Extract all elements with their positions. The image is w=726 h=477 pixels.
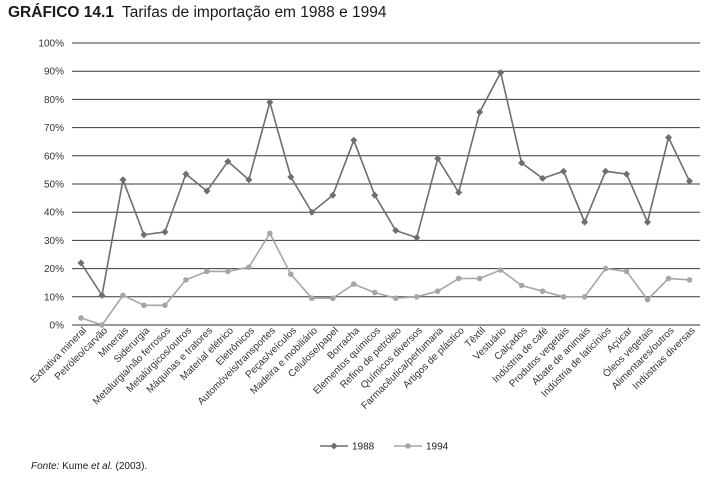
series-line-1988 (80, 70, 691, 298)
data-point-1994 (246, 264, 252, 270)
y-tick-label: 30% (44, 236, 64, 247)
series-group (77, 69, 693, 328)
data-point-1988 (581, 218, 589, 226)
data-point-1988 (287, 173, 295, 181)
y-tick-label: 40% (44, 208, 64, 219)
data-point-1988 (623, 170, 631, 178)
data-point-1988 (140, 231, 148, 239)
data-point-1994 (225, 268, 231, 275)
data-point-1988 (392, 227, 400, 235)
figure-number: GRÁFICO 14.1 (8, 4, 114, 21)
data-point-1988 (686, 177, 693, 185)
data-point-1994 (665, 275, 672, 282)
source-note: Fonte: Kume et al. (2003). (31, 461, 147, 472)
y-axis-ticks: 0% 10% 20% 30% 40% 50% 60% 70% 80% 90% 100% (38, 39, 64, 332)
data-point-1988 (245, 176, 253, 184)
x-axis: Extrativa mineralPetróleo/carvãoMinerais… (29, 324, 698, 412)
data-point-1994 (162, 302, 168, 309)
data-point-1994 (141, 302, 147, 309)
y-tick-label: 80% (44, 95, 64, 106)
data-point-1994 (350, 281, 357, 287)
data-point-1994 (267, 230, 273, 237)
data-point-1988 (518, 159, 526, 167)
legend: 1988 1994 (320, 442, 449, 453)
y-tick-label: 20% (44, 264, 64, 275)
data-point-1994 (686, 277, 693, 283)
data-point-1994 (371, 289, 378, 296)
data-point-1988 (455, 188, 463, 196)
data-point-1988 (224, 157, 232, 165)
data-point-1988 (350, 136, 358, 144)
data-point-1988 (308, 208, 316, 216)
data-point-1994 (602, 265, 609, 272)
data-point-1994 (644, 296, 651, 303)
data-point-1994 (183, 277, 189, 283)
y-tick-label: 10% (44, 292, 64, 303)
data-point-1994 (518, 282, 525, 289)
data-point-1988 (371, 191, 379, 199)
source-year: (2003). (115, 461, 148, 472)
data-point-1994 (497, 267, 504, 273)
line-chart: 0% 10% 20% 30% 40% 50% 60% 70% 80% 90% 100% Extrat… (29, 39, 700, 453)
data-point-1988 (560, 167, 568, 175)
legend-marker-1994 (405, 443, 411, 449)
source-author: Kume (62, 461, 89, 472)
data-point-1988 (119, 176, 127, 184)
data-point-1994 (581, 294, 588, 300)
data-point-1988 (497, 69, 505, 77)
data-point-1988 (182, 170, 190, 178)
y-tick-label: 0% (50, 321, 65, 332)
source-prefix: Fonte: (31, 461, 60, 472)
data-point-1994 (434, 288, 441, 294)
data-point-1988 (98, 291, 106, 299)
gridlines (72, 42, 700, 326)
y-tick-label: 60% (44, 151, 64, 162)
data-point-1988 (644, 218, 652, 226)
chart-title: GRÁFICO 14.1 Tarifas de importação em 198… (8, 4, 386, 22)
data-point-1994 (539, 288, 546, 294)
data-point-1994 (476, 275, 483, 282)
data-point-1994 (413, 294, 420, 300)
data-point-1988 (266, 98, 274, 106)
data-point-1994 (329, 295, 336, 302)
data-point-1988 (434, 155, 442, 163)
data-point-1994 (78, 315, 84, 321)
legend-marker-1988 (330, 442, 338, 450)
legend-label-1988: 1988 (352, 442, 375, 453)
data-point-1988 (665, 133, 673, 141)
data-point-1994 (623, 268, 630, 275)
data-point-1994 (309, 295, 315, 302)
data-point-1988 (602, 167, 610, 175)
source-et-al: et al. (91, 461, 113, 472)
legend-label-1994: 1994 (426, 442, 449, 453)
data-point-1994 (99, 322, 105, 328)
data-point-1994 (560, 294, 567, 300)
data-point-1988 (161, 228, 169, 236)
data-point-1994 (288, 271, 294, 278)
data-point-1988 (77, 259, 85, 267)
data-point-1988 (413, 234, 421, 242)
data-point-1994 (120, 292, 126, 299)
series-line-1994 (80, 231, 690, 326)
data-point-1994 (455, 275, 462, 282)
data-point-1994 (392, 295, 399, 302)
data-point-1988 (203, 187, 211, 195)
y-tick-label: 50% (44, 180, 64, 191)
data-point-1988 (539, 174, 547, 182)
data-point-1988 (329, 191, 337, 199)
data-point-1988 (476, 108, 484, 116)
y-tick-label: 70% (44, 123, 64, 134)
data-point-1994 (204, 268, 210, 275)
y-tick-label: 100% (38, 39, 64, 50)
y-tick-label: 90% (44, 67, 64, 78)
figure-title: Tarifas de importação em 1988 e 1994 (121, 4, 387, 21)
